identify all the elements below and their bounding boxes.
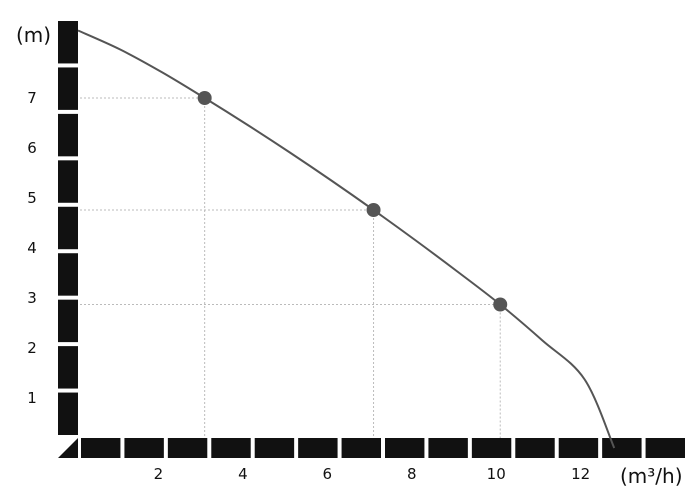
x-axis-segment [515,438,555,458]
y-tick-label: 2 [27,339,37,357]
y-axis-unit-label: (m) [16,23,51,47]
y-tick-label: 4 [27,239,37,257]
pump-curve-line [77,29,616,449]
x-axis-segment [254,438,295,458]
y-axis-segment [58,206,78,250]
x-axis-segment [298,438,338,458]
y-tick-label: 6 [27,139,37,157]
y-axis-segment [58,113,78,157]
x-axis-unit-label: (m³/h) [620,464,683,487]
x-axis-segment [341,438,381,458]
y-tick-label: 1 [27,389,37,407]
y-axis-segment [58,299,78,343]
y-axis-segment [58,160,78,203]
axes [58,21,685,458]
y-axis-segment [58,253,78,296]
data-point-marker [366,203,381,217]
highlighted-points [197,91,508,312]
x-tick-label: 2 [154,465,164,483]
x-axis-segment [124,438,164,458]
x-tick-label: 10 [487,465,506,483]
data-point-marker [493,297,508,312]
x-axis-segment [602,438,642,458]
y-tick-label: 5 [27,189,37,207]
x-axis-segment [471,438,512,458]
curve-series [77,29,616,449]
x-axis-segment [81,438,121,458]
x-axis-segment [211,438,251,458]
y-tick-label: 3 [27,289,37,307]
y-axis-segment [58,67,78,110]
x-axis-segment [428,438,468,458]
x-axis-segment [645,438,685,458]
x-axis-segment [167,438,208,458]
y-tick-label: 7 [27,89,37,107]
guide-lines [80,97,501,438]
x-tick-label: 6 [323,465,333,483]
x-axis-segment [558,438,599,458]
axis-corner [58,438,78,458]
y-axis-segment [58,392,78,435]
data-point-marker [197,91,212,105]
x-tick-label: 8 [407,465,417,483]
y-axis-segment [58,346,78,389]
x-tick-label: 4 [238,465,248,483]
x-tick-label: 12 [571,465,590,483]
x-axis-segment [385,438,425,458]
y-axis-segment [58,21,78,64]
